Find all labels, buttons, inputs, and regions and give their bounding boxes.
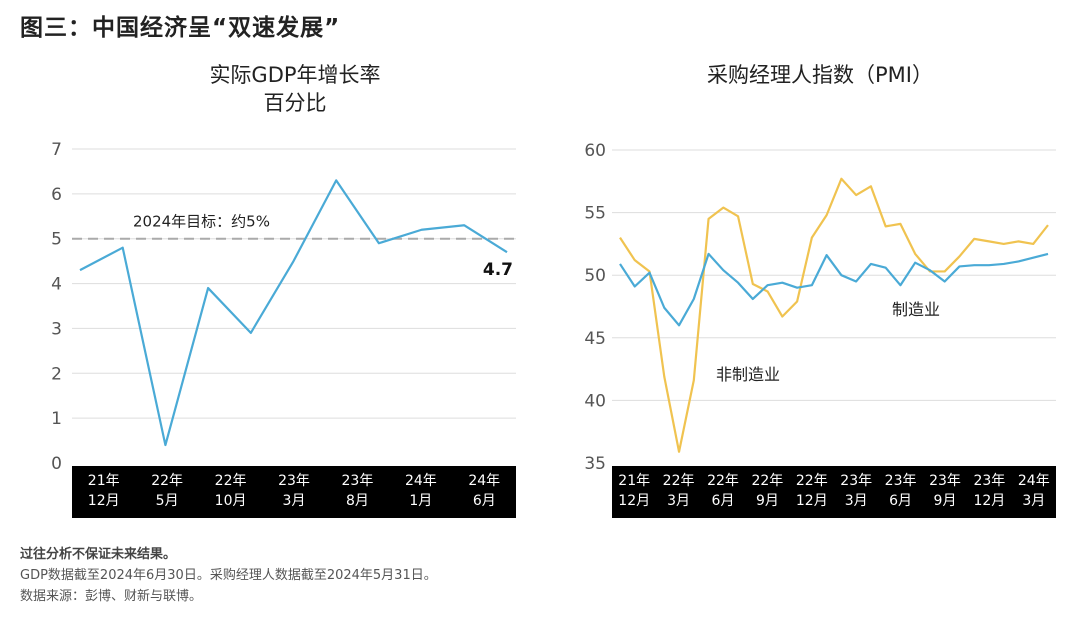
y-tick-label: 2 (51, 364, 62, 384)
x-tick-label: 24年 (405, 473, 437, 489)
x-tick-label: 23年 (278, 473, 310, 489)
x-tick-label: 21年 (618, 473, 650, 489)
y-tick-label: 3 (51, 319, 62, 339)
y-tick-label: 1 (51, 409, 62, 429)
pmi-chart-title-text: 采购经理人指数（PMI） (707, 63, 933, 87)
x-tick-label: 5月 (156, 493, 179, 509)
x-tick-label: 23年 (885, 473, 917, 489)
page-title: 图三：中国经济呈“双速发展” (20, 15, 341, 41)
x-tick-label: 3月 (283, 493, 306, 509)
x-tick-label: 23年 (840, 473, 872, 489)
y-tick-label: 50 (584, 266, 606, 286)
x-tick-label: 12月 (796, 493, 828, 509)
x-axis-band (72, 466, 516, 518)
x-tick-label: 23年 (929, 473, 961, 489)
x-tick-label: 6月 (889, 493, 912, 509)
x-tick-label: 22年 (151, 473, 183, 489)
x-tick-label: 10月 (215, 493, 247, 509)
y-tick-label: 45 (584, 329, 606, 349)
non-manufacturing-series-line (619, 177, 1049, 453)
footnotes: 过往分析不保证未来结果。 GDP数据截至2024年6月30日。采购经理人数据截至… (20, 544, 437, 607)
x-tick-label: 22年 (663, 473, 695, 489)
x-tick-label: 22年 (215, 473, 247, 489)
gdp-chart-title-text: 实际GDP年增长率 (209, 63, 381, 87)
y-tick-label: 4 (51, 275, 62, 295)
x-tick-label: 21年 (88, 473, 120, 489)
x-tick-label: 12月 (618, 493, 650, 509)
x-tick-label: 1月 (409, 493, 432, 509)
x-tick-label: 9月 (756, 493, 779, 509)
x-tick-label: 3月 (845, 493, 868, 509)
y-tick-label: 40 (584, 391, 606, 411)
x-tick-label: 24年 (1018, 473, 1050, 489)
gdp-chart-subtitle: 百分比 (263, 91, 327, 115)
x-tick-label: 22年 (707, 473, 739, 489)
pmi-chart-title: 采购经理人指数（PMI） (640, 61, 1000, 89)
gdp-chart-title: 实际GDP年增长率 百分比 (190, 61, 400, 117)
y-tick-label: 7 (51, 140, 62, 160)
x-tick-label: 3月 (1022, 493, 1045, 509)
x-tick-label: 3月 (667, 493, 690, 509)
y-tick-label: 5 (51, 230, 62, 250)
x-tick-label: 23年 (342, 473, 374, 489)
x-tick-label: 12月 (88, 493, 120, 509)
manufacturing-series-line (619, 252, 1049, 327)
x-tick-label: 8月 (346, 493, 369, 509)
x-axis-band (612, 466, 1056, 518)
disclaimer-note: 过往分析不保证未来结果。 (20, 547, 177, 562)
y-tick-label: 60 (584, 141, 606, 161)
x-tick-label: 23年 (973, 473, 1005, 489)
source-note: 数据来源：彭博、财新与联博。 (20, 589, 203, 604)
x-tick-label: 9月 (934, 493, 957, 509)
x-tick-label: 22年 (751, 473, 783, 489)
x-tick-label: 24年 (468, 473, 500, 489)
manufacturing-series-label: 制造业 (892, 300, 940, 319)
y-tick-label: 0 (51, 454, 62, 474)
gdp-end-value-label: 4.7 (483, 260, 513, 280)
x-tick-label: 6月 (712, 493, 735, 509)
x-tick-label: 6月 (473, 493, 496, 509)
non-manufacturing-series-label: 非制造业 (716, 365, 780, 384)
x-tick-label: 12月 (973, 493, 1005, 509)
target-reference-label: 2024年目标：约5% (133, 213, 270, 231)
y-tick-label: 55 (584, 204, 606, 224)
x-tick-label: 22年 (796, 473, 828, 489)
y-tick-label: 6 (51, 185, 62, 205)
data-cutoff-note: GDP数据截至2024年6月30日。采购经理人数据截至2024年5月31日。 (20, 568, 437, 583)
y-tick-label: 35 (584, 454, 606, 474)
